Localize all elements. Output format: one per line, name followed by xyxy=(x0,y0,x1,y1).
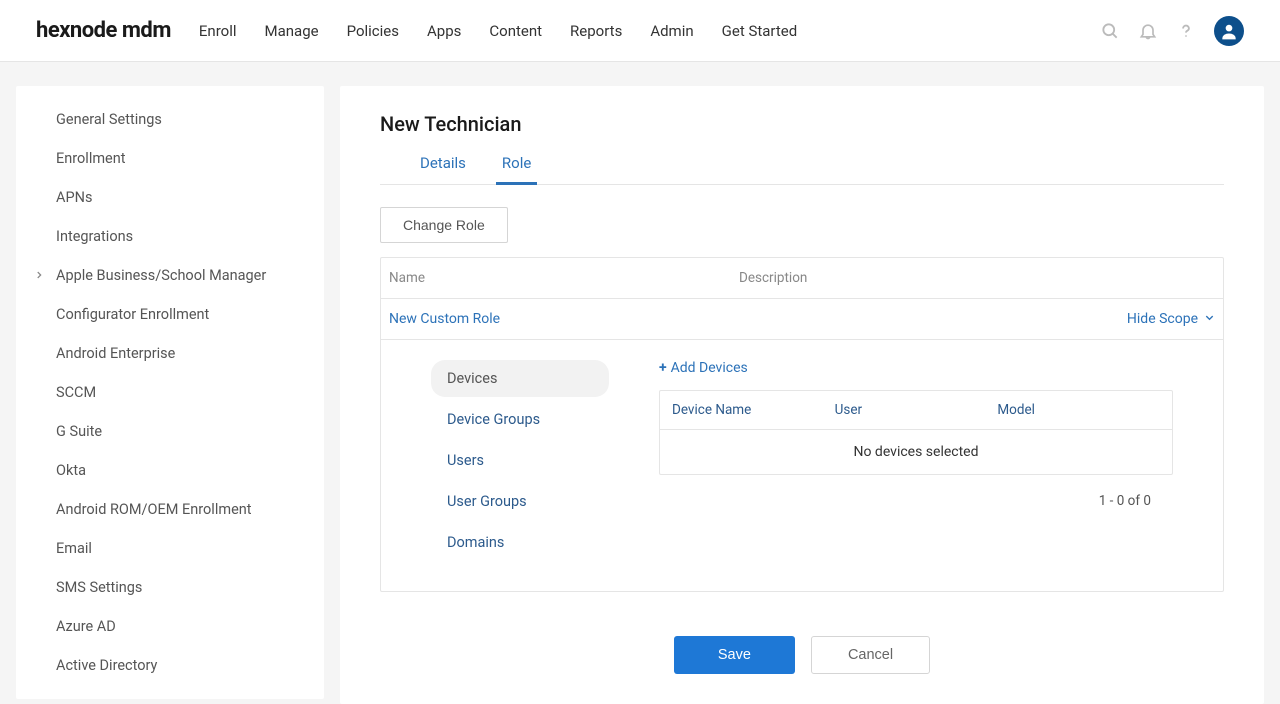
scope-tab-device-groups[interactable]: Device Groups xyxy=(431,401,609,438)
sidebar-item-label: SMS Settings xyxy=(56,579,142,596)
sidebar-item-integrations[interactable]: Integrations xyxy=(16,217,324,256)
scope-body: Devices Device Groups Users User Groups … xyxy=(381,340,1223,591)
col-model: Model xyxy=(997,402,1160,418)
sidebar-item-azure[interactable]: Azure AD xyxy=(16,607,324,646)
sidebar-item-label: General Settings xyxy=(56,111,162,128)
nav-admin[interactable]: Admin xyxy=(650,22,693,40)
devices-table-header: Device Name User Model xyxy=(660,391,1172,430)
col-device-name: Device Name xyxy=(672,402,835,418)
tabs: Details Role xyxy=(380,154,1224,185)
nav-policies[interactable]: Policies xyxy=(347,22,399,40)
main-panel: New Technician Details Role Change Role … xyxy=(340,86,1264,704)
sidebar-item-gsuite[interactable]: G Suite xyxy=(16,412,324,451)
bell-icon[interactable] xyxy=(1138,21,1158,41)
footer-actions: Save Cancel xyxy=(380,636,1224,674)
scope-tabs: Devices Device Groups Users User Groups … xyxy=(431,360,609,561)
header-icons xyxy=(1100,16,1244,46)
logo: hexnode mdm xyxy=(36,18,171,43)
devices-table: Device Name User Model No devices select… xyxy=(659,390,1173,475)
search-icon[interactable] xyxy=(1100,21,1120,41)
nav-content[interactable]: Content xyxy=(489,22,542,40)
sidebar-item-label: Apple Business/School Manager xyxy=(56,267,266,284)
avatar[interactable] xyxy=(1214,16,1244,46)
role-table: Name Description New Custom Role Hide Sc… xyxy=(380,257,1224,592)
sidebar-item-apple-business[interactable]: Apple Business/School Manager xyxy=(16,256,324,295)
sidebar-item-label: Okta xyxy=(56,462,86,479)
hide-scope-toggle[interactable]: Hide Scope xyxy=(1127,311,1215,327)
sidebar-item-okta[interactable]: Okta xyxy=(16,451,324,490)
nav-apps[interactable]: Apps xyxy=(427,22,461,40)
sidebar-item-configurator[interactable]: Configurator Enrollment xyxy=(16,295,324,334)
sidebar-item-label: Azure AD xyxy=(56,618,116,635)
sidebar-item-enrollment[interactable]: Enrollment xyxy=(16,139,324,178)
chevron-right-icon xyxy=(34,267,44,284)
change-role-button[interactable]: Change Role xyxy=(380,207,508,243)
nav-reports[interactable]: Reports xyxy=(570,22,622,40)
sidebar-item-android-rom[interactable]: Android ROM/OEM Enrollment xyxy=(16,490,324,529)
role-table-header: Name Description xyxy=(381,258,1223,299)
sidebar-item-label: APNs xyxy=(56,189,92,206)
chevron-down-icon xyxy=(1204,311,1215,327)
role-link[interactable]: New Custom Role xyxy=(389,311,739,327)
col-name: Name xyxy=(389,270,739,286)
col-user: User xyxy=(835,402,998,418)
plus-icon: + xyxy=(659,360,667,376)
sidebar-item-active-directory[interactable]: Active Directory xyxy=(16,646,324,685)
role-row: New Custom Role Hide Scope xyxy=(381,299,1223,340)
tab-role[interactable]: Role xyxy=(502,154,531,184)
sidebar-item-label: Enrollment xyxy=(56,150,126,167)
sidebar-item-general-settings[interactable]: General Settings xyxy=(16,100,324,139)
col-description: Description xyxy=(739,270,1215,286)
sidebar-item-label: Android Enterprise xyxy=(56,345,175,362)
pagination: 1 - 0 of 0 xyxy=(659,475,1173,509)
sidebar-item-label: Configurator Enrollment xyxy=(56,306,209,323)
top-nav: Enroll Manage Policies Apps Content Repo… xyxy=(199,22,1100,40)
save-button[interactable]: Save xyxy=(674,636,795,674)
sidebar-item-label: G Suite xyxy=(56,423,102,440)
cancel-button[interactable]: Cancel xyxy=(811,636,930,674)
nav-manage[interactable]: Manage xyxy=(265,22,319,40)
nav-enroll[interactable]: Enroll xyxy=(199,22,237,40)
scope-content: + Add Devices Device Name User Model No … xyxy=(659,360,1173,561)
scope-tab-users[interactable]: Users xyxy=(431,442,609,479)
scope-tab-user-groups[interactable]: User Groups xyxy=(431,483,609,520)
devices-empty: No devices selected xyxy=(660,430,1172,474)
hide-scope-label: Hide Scope xyxy=(1127,311,1198,327)
sidebar-item-label: Android ROM/OEM Enrollment xyxy=(56,501,252,518)
page-title: New Technician xyxy=(380,112,1224,136)
help-icon[interactable] xyxy=(1176,21,1196,41)
sidebar-item-label: SCCM xyxy=(56,384,96,401)
scope-tab-devices[interactable]: Devices xyxy=(431,360,609,397)
sidebar-item-android-enterprise[interactable]: Android Enterprise xyxy=(16,334,324,373)
add-devices-label: Add Devices xyxy=(671,360,748,376)
sidebar: General Settings Enrollment APNs Integra… xyxy=(16,86,324,699)
sidebar-item-label: Integrations xyxy=(56,228,133,245)
header: hexnode mdm Enroll Manage Policies Apps … xyxy=(0,0,1280,62)
sidebar-item-apns[interactable]: APNs xyxy=(16,178,324,217)
sidebar-item-label: Email xyxy=(56,540,92,557)
sidebar-item-sccm[interactable]: SCCM xyxy=(16,373,324,412)
sidebar-item-sms[interactable]: SMS Settings xyxy=(16,568,324,607)
tab-details[interactable]: Details xyxy=(420,154,466,184)
sidebar-item-label: Active Directory xyxy=(56,657,157,674)
nav-get-started[interactable]: Get Started xyxy=(722,22,798,40)
sidebar-item-email[interactable]: Email xyxy=(16,529,324,568)
scope-tab-domains[interactable]: Domains xyxy=(431,524,609,561)
add-devices-link[interactable]: + Add Devices xyxy=(659,360,748,376)
